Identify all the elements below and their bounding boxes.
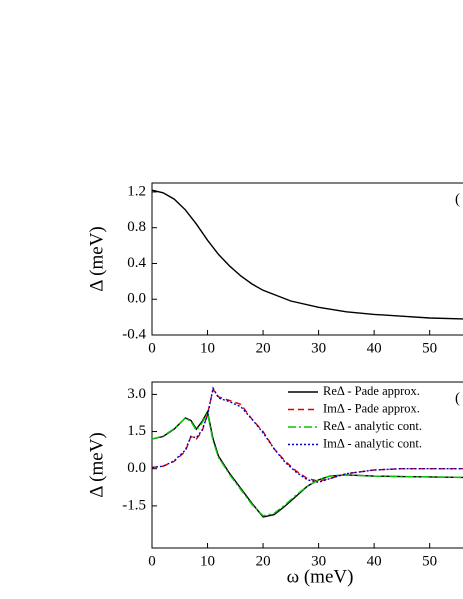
y-axis-label: Δ (meV) (86, 432, 107, 498)
x-tick-label: 20 (256, 340, 271, 356)
y-axis-label: Δ (meV) (86, 226, 107, 292)
y-tick-label: 0.0 (127, 291, 146, 307)
data-line (151, 386, 463, 484)
y-tick-label: 3.0 (127, 386, 146, 402)
x-tick-label: 0 (148, 340, 156, 356)
y-tick-label: 1.2 (127, 183, 146, 199)
x-tick-label: 50 (422, 340, 437, 356)
y-tick-label: 0.8 (127, 219, 146, 235)
x-tick-label: 50 (422, 553, 437, 569)
x-tick-label: 10 (200, 553, 215, 569)
x-tick-label: 0 (148, 553, 156, 569)
data-line (151, 410, 463, 517)
x-tick-label: 10 (200, 340, 215, 356)
data-line (151, 189, 463, 320)
legend-label: ImΔ - analytic cont. (323, 436, 422, 450)
y-tick-label: 1.5 (127, 423, 146, 439)
y-tick-label: -0.4 (122, 326, 146, 342)
x-tick-label: 40 (367, 553, 382, 569)
x-axis-label: ω (meV) (287, 566, 354, 587)
x-tick-label: 30 (311, 553, 326, 569)
panel-label: ( (455, 191, 460, 207)
y-tick-label: 0.0 (127, 460, 146, 476)
y-tick-label: -1.5 (122, 497, 146, 513)
legend-label: ReΔ - analytic cont. (323, 419, 422, 433)
x-tick-label: 30 (311, 340, 326, 356)
axes-frame (151, 381, 463, 549)
x-tick-label: 40 (367, 340, 382, 356)
legend-label: ReΔ - Pade approx. (323, 384, 420, 398)
panel-label: ( (455, 390, 460, 406)
legend-label: ImΔ - Pade approx. (323, 401, 420, 415)
x-tick-label: 20 (256, 553, 271, 569)
y-tick-label: 0.4 (127, 255, 146, 271)
axes-frame (151, 182, 463, 336)
